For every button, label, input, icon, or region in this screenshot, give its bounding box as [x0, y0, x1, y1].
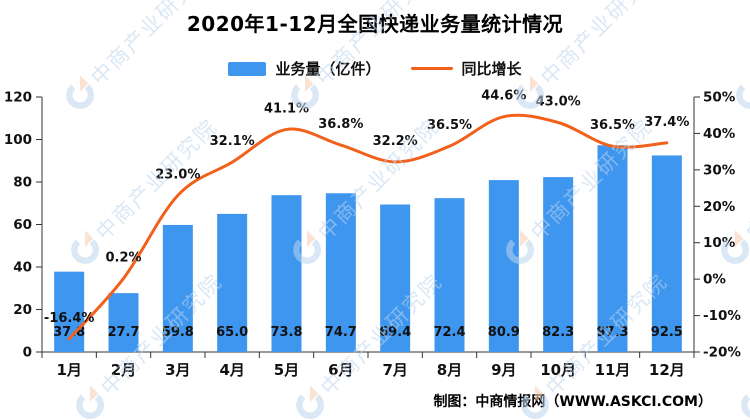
- bar-9月[interactable]: [488, 180, 519, 352]
- growth-value-label: 37.4%: [644, 115, 689, 130]
- growth-value-label: 32.1%: [210, 134, 255, 149]
- left-axis-label: 80: [13, 175, 32, 191]
- growth-value-label: -16.4%: [44, 311, 95, 326]
- bar-value-label: 73.8: [270, 325, 302, 340]
- x-label-4月: 4月: [219, 361, 244, 379]
- bar-value-label: 72.4: [433, 325, 465, 340]
- x-label-10月: 10月: [540, 361, 576, 379]
- legend: 业务量（亿件） 同比增长: [0, 58, 750, 79]
- x-label-9月: 9月: [491, 361, 516, 379]
- line-swatch-icon: [410, 67, 453, 70]
- x-label-7月: 7月: [382, 361, 407, 379]
- legend-item-growth[interactable]: 同比增长: [410, 58, 522, 79]
- left-axis-label: 100: [4, 132, 32, 148]
- credit-text: 制图：中商情报网（WWW.ASKCI.COM）: [433, 394, 712, 410]
- legend-label-volume: 业务量（亿件）: [275, 60, 381, 78]
- bar-value-label: 74.7: [325, 325, 357, 340]
- bar-value-label: 59.8: [162, 325, 194, 340]
- right-axis-label: 10%: [703, 235, 736, 251]
- legend-item-volume[interactable]: 业务量（亿件）: [228, 58, 381, 79]
- bar-6月[interactable]: [325, 193, 356, 352]
- growth-value-label: 36.8%: [318, 117, 363, 132]
- left-axis-label: 40: [13, 260, 32, 276]
- x-label-8月: 8月: [437, 361, 462, 379]
- x-label-12月: 12月: [649, 361, 685, 379]
- growth-value-label: 32.2%: [373, 134, 418, 149]
- left-axis-label: 0: [23, 345, 32, 361]
- x-label-5月: 5月: [274, 361, 299, 379]
- bar-value-label: 27.7: [107, 325, 139, 340]
- left-axis-label: 120: [4, 90, 32, 106]
- bar-7月[interactable]: [380, 204, 411, 352]
- x-label-3月: 3月: [165, 361, 190, 379]
- right-axis-label: 30%: [703, 162, 736, 178]
- growth-value-label: 43.0%: [536, 95, 581, 110]
- growth-line[interactable]: [67, 113, 669, 341]
- bar-value-label: 97.3: [596, 325, 628, 340]
- right-axis-label: 40%: [703, 126, 736, 142]
- chart-title: 2020年1-12月全国快递业务量统计情况: [186, 12, 564, 36]
- growth-value-label: 44.6%: [481, 89, 526, 104]
- right-axis-label: -10%: [703, 308, 741, 324]
- right-axis-label: 0%: [703, 272, 726, 288]
- bar-2月[interactable]: [108, 293, 139, 352]
- growth-value-label: 23.0%: [155, 167, 200, 182]
- x-label-2月: 2月: [111, 361, 136, 379]
- right-axis-label: 20%: [703, 199, 736, 215]
- bar-3月[interactable]: [162, 224, 193, 352]
- x-label-6月: 6月: [328, 361, 353, 379]
- left-axis-label: 20: [13, 302, 32, 318]
- right-axis-label: 50%: [703, 90, 736, 106]
- bar-value-label: 69.4: [379, 325, 411, 340]
- bar-4月[interactable]: [217, 213, 248, 352]
- x-label-11月: 11月: [595, 361, 631, 379]
- bar-11月[interactable]: [597, 145, 628, 352]
- bar-value-label: 80.9: [488, 325, 520, 340]
- growth-value-label: 0.2%: [105, 250, 141, 265]
- growth-value-label: 41.1%: [264, 101, 309, 116]
- growth-value-label: 36.5%: [590, 118, 635, 133]
- growth-value-label: 36.5%: [427, 118, 472, 133]
- bar-swatch-icon: [228, 61, 267, 76]
- bar-value-label: 65.0: [216, 325, 248, 340]
- bar-value-label: 92.5: [651, 325, 683, 340]
- bar-5月[interactable]: [271, 195, 302, 352]
- legend-label-growth: 同比增长: [461, 60, 522, 78]
- bar-12月[interactable]: [651, 155, 682, 352]
- left-axis-label: 60: [13, 217, 32, 233]
- bar-10月[interactable]: [543, 177, 574, 352]
- right-axis-label: -20%: [703, 345, 741, 361]
- bar-value-label: 82.3: [542, 325, 574, 340]
- bar-8月[interactable]: [434, 198, 465, 352]
- x-label-1月: 1月: [56, 361, 81, 379]
